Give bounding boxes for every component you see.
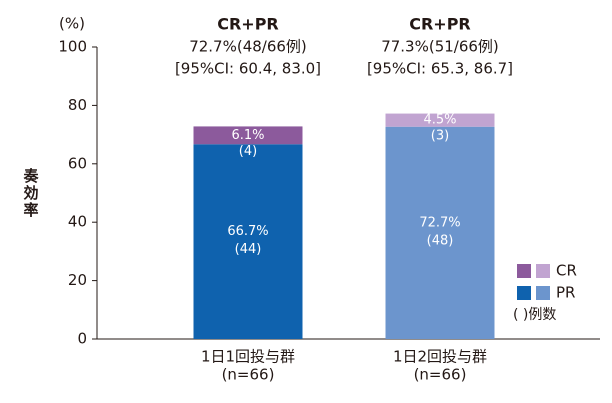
y-unit: (%) [59,15,85,33]
annotation: [95%CI: 65.3, 86.7] [367,60,513,78]
x-tick-label: (n=66) [414,366,467,384]
y-tick-label: 60 [68,154,87,172]
legend-swatch [536,264,550,278]
count-label: (3) [431,129,449,144]
value-label: 66.7% [227,224,268,239]
x-tick-label: 1日1回投与群 [201,348,295,366]
legend-swatch [536,286,550,300]
annotation: 77.3%(51/66例) [381,38,499,56]
count-label: (4) [239,144,257,159]
bar-segment [385,126,495,339]
annotation: CR+PR [217,15,279,34]
legend-swatch [517,264,531,278]
y-tick-label: 0 [77,330,87,348]
annotation: CR+PR [409,15,471,34]
y-tick-label: 40 [68,213,87,231]
bar-segment [193,144,303,339]
y-tick-label: 80 [68,96,87,114]
y-axis-label: 奏効率 [22,167,40,219]
y-tick-label: 100 [58,38,87,56]
count-label: (44) [235,242,262,257]
count-label: (48) [427,233,454,248]
value-label: 4.5% [423,113,456,128]
value-label: 6.1% [231,128,264,143]
x-tick-label: (n=66) [222,366,275,384]
y-tick-label: 20 [68,271,87,289]
annotation: [95%CI: 60.4, 83.0] [175,60,321,78]
legend-note: ( )例数 [513,307,556,323]
bar-segment [193,126,303,145]
legend-label: PR [556,284,575,302]
x-tick-label: 1日2回投与群 [393,348,487,366]
legend-swatch [517,286,531,300]
annotation: 72.7%(48/66例) [189,38,307,56]
bar-segment [385,113,495,127]
legend-label: CR [556,262,577,280]
value-label: 72.7% [419,215,460,230]
